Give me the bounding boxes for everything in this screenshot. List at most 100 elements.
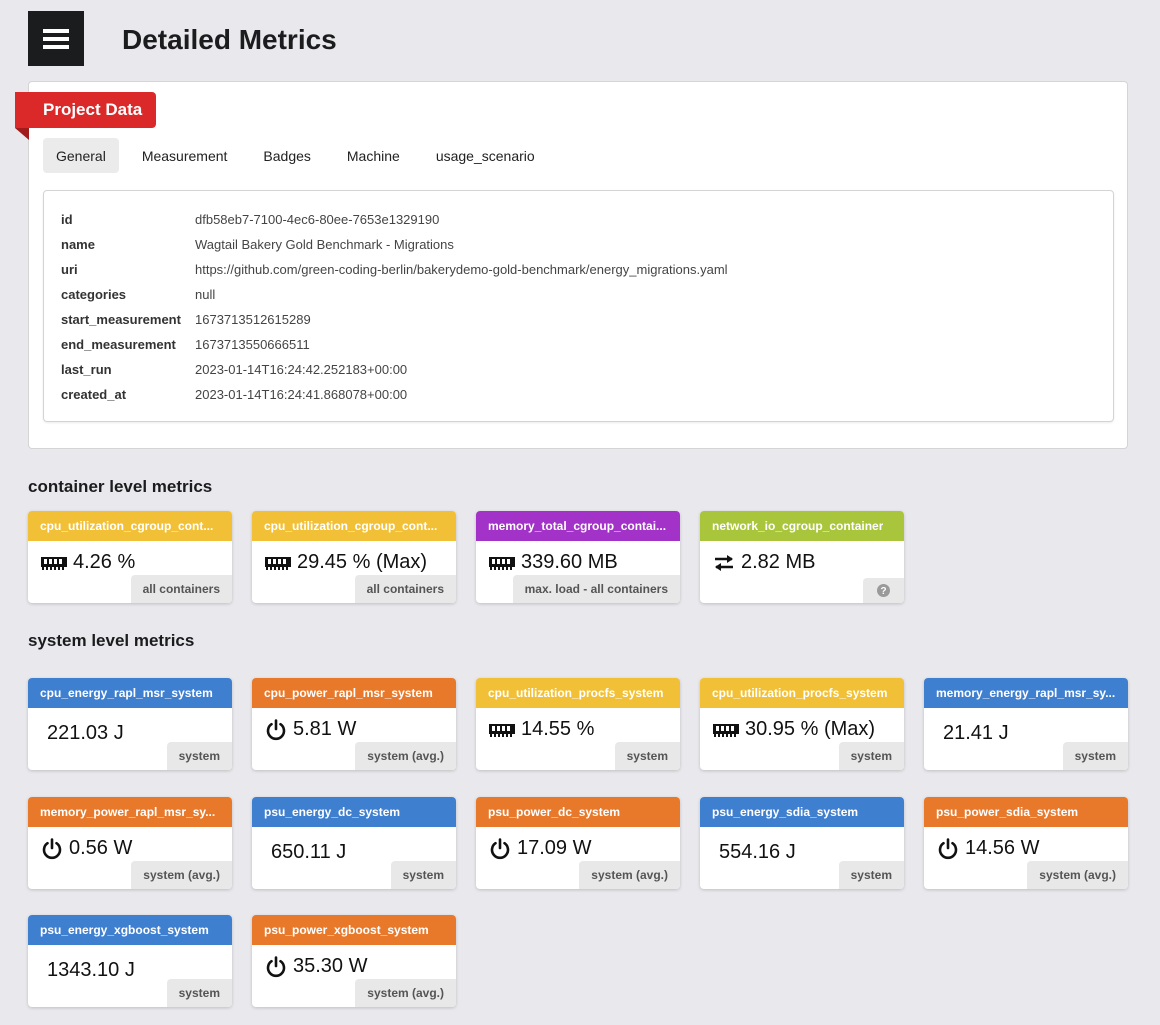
project-data-panel: Project Data General Measurement Badges …	[15, 81, 1128, 449]
metric-card: memory_energy_rapl_msr_sy... 21.41 J syste…	[924, 678, 1128, 770]
memory-icon	[713, 722, 739, 738]
tab-machine[interactable]: Machine	[346, 147, 400, 164]
metric-scope-label: max. load - all containers	[512, 575, 680, 603]
metric-card-header: cpu_power_rapl_msr_system	[252, 678, 456, 708]
metric-name: memory_total_cgroup_contai...	[488, 519, 667, 533]
metric-scope-label: system	[614, 742, 680, 770]
metric-value-text: 650.11 J	[271, 841, 347, 863]
metric-card-header: psu_energy_xgboost_system	[28, 915, 232, 945]
metric-scope-label: system (avg.)	[131, 861, 232, 889]
metric-value: 21.41 J	[943, 722, 1009, 745]
metric-value: 5.81 W	[265, 718, 356, 741]
info-row: last_run 2023-01-14T16:24:42.252183+00:00	[61, 357, 1096, 382]
metric-card-body: 14.55 % system	[476, 708, 680, 770]
metric-name: cpu_utilization_cgroup_cont...	[264, 519, 438, 533]
metric-name: cpu_utilization_procfs_system	[712, 686, 888, 700]
metric-card-body: 1343.10 J system	[28, 945, 232, 1007]
metric-value-text: 1343.10 J	[47, 959, 135, 981]
metric-value: 339.60 MB	[489, 551, 618, 574]
power-icon	[265, 718, 287, 741]
tab-general[interactable]: General	[43, 138, 119, 173]
tab-badges[interactable]: Badges	[263, 147, 311, 164]
metric-value: 30.95 % (Max)	[713, 718, 875, 741]
container-metrics-title: container level metrics	[28, 477, 213, 496]
metric-card-header: cpu_utilization_cgroup_cont...	[28, 511, 232, 541]
metric-card-body: 30.95 % (Max) system	[700, 708, 904, 770]
metric-card: cpu_energy_rapl_msr_system 221.03 J system	[28, 678, 232, 770]
metric-value-text: 14.55 %	[521, 718, 595, 740]
metric-scope-label: system (avg.)	[1027, 861, 1128, 889]
metric-value-text: 14.56 W	[965, 837, 1040, 859]
info-row: uri https://github.com/green-coding-berli…	[61, 257, 1096, 282]
info-value: 1673713550666511	[195, 337, 310, 352]
metric-name: psu_energy_sdia_system	[712, 805, 859, 819]
metric-name: memory_power_rapl_msr_sy...	[40, 805, 216, 819]
metric-card-body: 2.82 MB?	[700, 541, 904, 603]
metric-value: 0.56 W	[41, 837, 132, 860]
project-info-table: id dfb58eb7-7100-4ec6-80ee-7653e1329190 n…	[43, 190, 1114, 422]
info-key: start_measurement	[61, 312, 181, 327]
metric-card-body: 29.45 % (Max) all containers	[252, 541, 456, 603]
metric-card: psu_energy_sdia_system 554.16 J system	[700, 797, 904, 889]
info-value: 2023-01-14T16:24:41.868078+00:00	[195, 387, 408, 402]
power-icon	[489, 837, 511, 860]
metric-name: cpu_power_rapl_msr_system	[264, 686, 433, 700]
help-badge[interactable]: ?	[863, 578, 904, 603]
tab-measurement[interactable]: Measurement	[141, 147, 228, 164]
metric-value: 29.45 % (Max)	[265, 551, 427, 574]
info-key: end_measurement	[61, 337, 176, 352]
info-row: end_measurement 1673713550666511	[61, 332, 1096, 357]
metric-card-header: cpu_utilization_procfs_system	[476, 678, 680, 708]
question-circle-icon: ?	[877, 584, 890, 597]
metric-scope-label: system	[838, 742, 904, 770]
metric-name: cpu_utilization_cgroup_cont...	[40, 519, 214, 533]
metric-card-header: memory_power_rapl_msr_sy...	[28, 797, 232, 827]
metric-card-header: cpu_utilization_procfs_system	[700, 678, 904, 708]
metric-scope-label: system (avg.)	[355, 742, 456, 770]
metric-scope-label: all containers	[354, 575, 456, 603]
metric-card-header: psu_energy_sdia_system	[700, 797, 904, 827]
metric-card: cpu_utilization_procfs_system 14.55 % syst…	[476, 678, 680, 770]
metric-scope-label: system	[838, 861, 904, 889]
power-icon	[265, 955, 287, 978]
info-value: Wagtail Bakery Gold Benchmark - Migratio…	[195, 237, 454, 252]
info-value: 2023-01-14T16:24:42.252183+00:00	[195, 362, 408, 377]
metric-value-text: 17.09 W	[517, 837, 592, 859]
metric-name: psu_power_sdia_system	[936, 805, 1079, 819]
metric-value-text: 339.60 MB	[521, 551, 618, 573]
metric-value-text: 30.95 % (Max)	[745, 718, 876, 740]
metric-value-text: 21.41 J	[943, 722, 1009, 744]
hamburger-icon	[43, 28, 69, 49]
project-tabs: General Measurement Badges Machine usage…	[43, 138, 558, 173]
metric-card-body: 650.11 J system	[252, 827, 456, 889]
memory-icon	[265, 555, 291, 571]
metric-scope-label: system (avg.)	[355, 979, 456, 1007]
metric-value-text: 221.03 J	[47, 722, 124, 744]
metric-value: 35.30 W	[265, 955, 367, 978]
info-key: categories	[61, 287, 127, 302]
metric-value-text: 4.26 %	[73, 551, 136, 573]
info-key: created_at	[61, 387, 127, 402]
metric-value-text: 554.16 J	[719, 841, 796, 863]
metric-card: cpu_utilization_procfs_system 30.95 % (Ma…	[700, 678, 904, 770]
metric-value-text: 35.30 W	[293, 955, 368, 977]
metric-card-header: cpu_energy_rapl_msr_system	[28, 678, 232, 708]
metric-value-text: 2.82 MB	[741, 551, 816, 573]
metric-scope-label: system (avg.)	[579, 861, 680, 889]
tab-usage-scenario[interactable]: usage_scenario	[435, 147, 535, 164]
info-row: created_at 2023-01-14T16:24:41.868078+00:…	[61, 382, 1096, 407]
metric-scope-label: system	[166, 979, 232, 1007]
metric-card-header: psu_power_sdia_system	[924, 797, 1128, 827]
power-icon	[41, 837, 63, 860]
menu-button[interactable]	[28, 11, 84, 66]
metric-card-body: 21.41 J system	[924, 708, 1128, 770]
info-key: id	[61, 212, 73, 227]
metric-card-body: 339.60 MB max. load - all containers	[476, 541, 680, 603]
metric-card-header: psu_power_xgboost_system	[252, 915, 456, 945]
metric-name: cpu_utilization_procfs_system	[488, 686, 664, 700]
svg-text:?: ?	[880, 586, 886, 597]
